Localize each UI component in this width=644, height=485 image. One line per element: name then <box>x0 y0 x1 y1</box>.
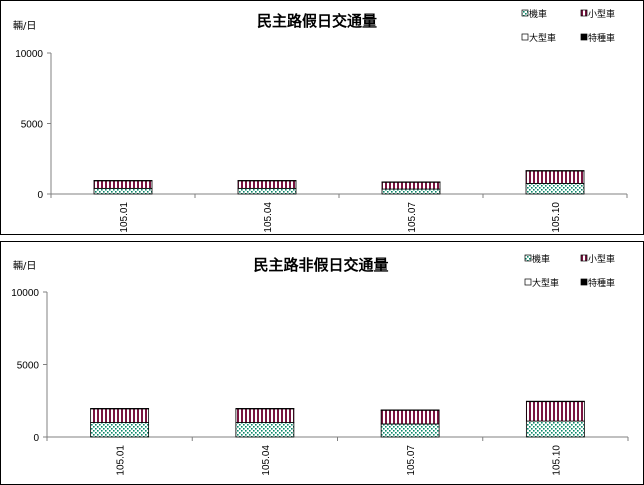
x-tick-label: 105.10 <box>551 445 562 476</box>
legend-label: 機車 <box>532 253 550 265</box>
chart-title: 民主路非假日交通量 <box>253 256 388 274</box>
legend-swatch <box>580 278 588 286</box>
bar-segment-大型車 <box>380 409 440 411</box>
bar-segment-小型車 <box>93 180 153 189</box>
bar-segment-機車 <box>235 422 295 438</box>
legend-label: 大型車 <box>532 277 559 289</box>
bar-segment-機車 <box>93 187 153 195</box>
chart-title: 民主路假日交通量 <box>257 12 377 30</box>
legend-label: 小型車 <box>588 253 615 265</box>
legend-swatch <box>580 9 588 17</box>
bar-segment-大型車 <box>237 180 297 182</box>
x-tick-label: 105.10 <box>551 202 562 233</box>
bar-segment-機車 <box>237 187 297 195</box>
legend-label: 大型車 <box>529 32 556 44</box>
bar-segment-小型車 <box>525 401 585 422</box>
bar-segment-小型車 <box>237 180 297 189</box>
bar-segment-小型車 <box>525 170 585 184</box>
bar-segment-小型車 <box>90 408 150 423</box>
bar-segment-大型車 <box>90 408 150 410</box>
legend-label: 特種車 <box>588 32 615 44</box>
bar-segment-大型車 <box>93 180 153 182</box>
bar-segment-小型車 <box>235 408 295 423</box>
bar-segment-機車 <box>525 420 585 438</box>
bar-segment-大型車 <box>525 170 585 172</box>
x-tick-label: 105.07 <box>407 202 418 233</box>
legend-label: 特種車 <box>588 277 615 289</box>
legend-swatch <box>580 254 588 262</box>
y-tick-label: 5000 <box>17 361 40 372</box>
y-tick-label: 0 <box>33 433 39 444</box>
x-tick-label: 105.07 <box>406 445 417 476</box>
bar-segment-機車 <box>525 183 585 195</box>
legend-swatch <box>524 278 532 286</box>
legend-swatch <box>580 33 588 41</box>
holiday-traffic-chart: 民主路假日交通量 輛/日 機車 小型車大型車 特種車 0 5000 10000 105.0… <box>0 0 644 235</box>
bar-segment-大型車 <box>381 181 441 183</box>
x-tick-label: 105.01 <box>116 445 127 476</box>
bar-segment-大型車 <box>525 400 585 403</box>
legend-swatch <box>521 9 529 17</box>
legend-label: 小型車 <box>588 8 615 20</box>
legend-label: 機車 <box>529 8 547 20</box>
legend-swatch <box>524 254 532 262</box>
bar-segment-小型車 <box>381 181 441 190</box>
x-tick-label: 105.01 <box>119 202 130 233</box>
y-tick-label: 10000 <box>15 49 43 60</box>
bar-segment-大型車 <box>235 408 295 410</box>
bar-segment-機車 <box>90 422 150 438</box>
x-tick-label: 105.04 <box>263 202 274 233</box>
bar-segment-小型車 <box>380 409 440 425</box>
y-axis-unit-label: 輛/日 <box>13 19 36 32</box>
y-axis-unit-label: 輛/日 <box>13 259 36 272</box>
y-tick-label: 0 <box>37 190 43 201</box>
y-tick-label: 5000 <box>21 120 44 131</box>
y-tick-label: 10000 <box>11 288 39 299</box>
legend-swatch <box>521 33 529 41</box>
x-tick-label: 105.04 <box>261 445 272 476</box>
bar-segment-機車 <box>380 423 440 438</box>
bar-segment-機車 <box>381 188 441 195</box>
weekday-traffic-chart: 民主路非假日交通量 輛/日 機車 小型車大型車 特種車 0 5000 10000 105.… <box>0 241 644 485</box>
